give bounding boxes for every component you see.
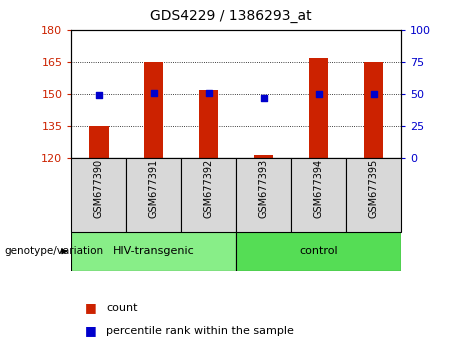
Text: GSM677392: GSM677392 <box>204 159 214 218</box>
Text: GSM677391: GSM677391 <box>149 159 159 218</box>
Bar <box>291 158 346 232</box>
Text: GSM677390: GSM677390 <box>94 159 104 218</box>
Text: GSM677393: GSM677393 <box>259 159 269 218</box>
Bar <box>346 158 401 232</box>
Text: count: count <box>106 303 137 313</box>
Bar <box>181 158 236 232</box>
Bar <box>126 158 181 232</box>
Point <box>95 92 103 98</box>
Bar <box>89 126 108 158</box>
Bar <box>364 62 383 158</box>
Text: ■: ■ <box>85 302 97 314</box>
Point <box>205 90 213 95</box>
Bar <box>199 90 219 158</box>
Bar <box>236 158 291 232</box>
Text: GDS4229 / 1386293_at: GDS4229 / 1386293_at <box>150 9 311 23</box>
Point <box>315 91 322 97</box>
Text: GSM677394: GSM677394 <box>313 159 324 218</box>
Bar <box>71 158 126 232</box>
Bar <box>309 58 328 158</box>
Text: control: control <box>299 246 338 256</box>
Bar <box>236 232 401 271</box>
Text: percentile rank within the sample: percentile rank within the sample <box>106 326 294 336</box>
Point <box>150 90 158 95</box>
Bar <box>144 62 164 158</box>
Text: genotype/variation: genotype/variation <box>5 246 104 256</box>
Point <box>370 91 377 97</box>
Bar <box>71 232 236 271</box>
Text: GSM677395: GSM677395 <box>369 159 378 218</box>
Text: ■: ■ <box>85 325 97 337</box>
Point <box>260 95 267 101</box>
Bar <box>254 155 273 158</box>
Text: HIV-transgenic: HIV-transgenic <box>113 246 195 256</box>
